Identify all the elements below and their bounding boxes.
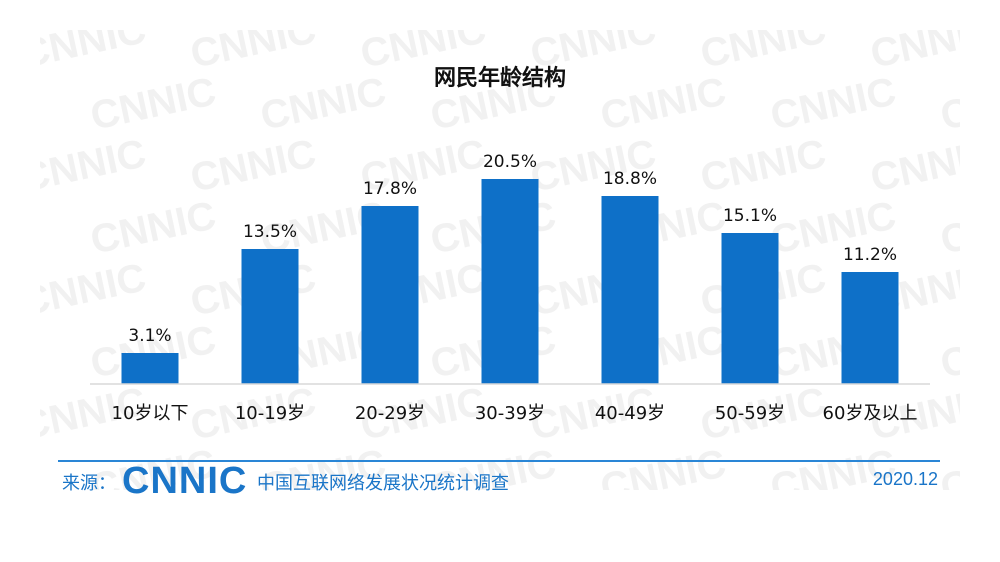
value-labels-group: 3.1% 13.5% 17.8% 20.5% 18.8% 15.1% 11.2% — [128, 152, 897, 346]
bar-value-label: 18.8% — [603, 169, 657, 189]
category-label: 10-19岁 — [235, 403, 305, 424]
source-label: 来源： — [62, 473, 116, 494]
bar — [361, 206, 419, 384]
category-label: 20-29岁 — [355, 403, 425, 424]
bar — [841, 272, 899, 384]
footer-divider — [58, 460, 940, 462]
bar — [481, 179, 539, 384]
bar-value-label: 13.5% — [243, 222, 297, 242]
bar-value-label: 15.1% — [723, 206, 777, 226]
bar — [241, 249, 299, 384]
bar-value-label: 11.2% — [843, 245, 897, 265]
chart-title: 网民年龄结构 — [433, 66, 566, 91]
category-label: 40-49岁 — [595, 403, 665, 424]
cnnic-logo: CNNIC — [122, 460, 248, 502]
category-label: 60岁及以上 — [823, 403, 918, 424]
bar — [721, 233, 779, 384]
bar-value-label: 17.8% — [363, 179, 417, 199]
bar — [601, 196, 659, 384]
bars-group — [121, 179, 899, 384]
report-date: 2020.12 — [872, 469, 938, 489]
category-label: 30-39岁 — [475, 403, 545, 424]
bar-value-label: 20.5% — [483, 152, 537, 172]
survey-name: 中国互联网络发展状况统计调查 — [257, 473, 509, 494]
category-label: 50-59岁 — [715, 403, 785, 424]
bar-value-label: 3.1% — [128, 326, 171, 346]
category-labels-group: 10岁以下 10-19岁 20-29岁 30-39岁 40-49岁 50-59岁 60岁及以… — [112, 403, 918, 424]
bar — [121, 353, 179, 384]
category-label: 10岁以下 — [112, 403, 189, 424]
